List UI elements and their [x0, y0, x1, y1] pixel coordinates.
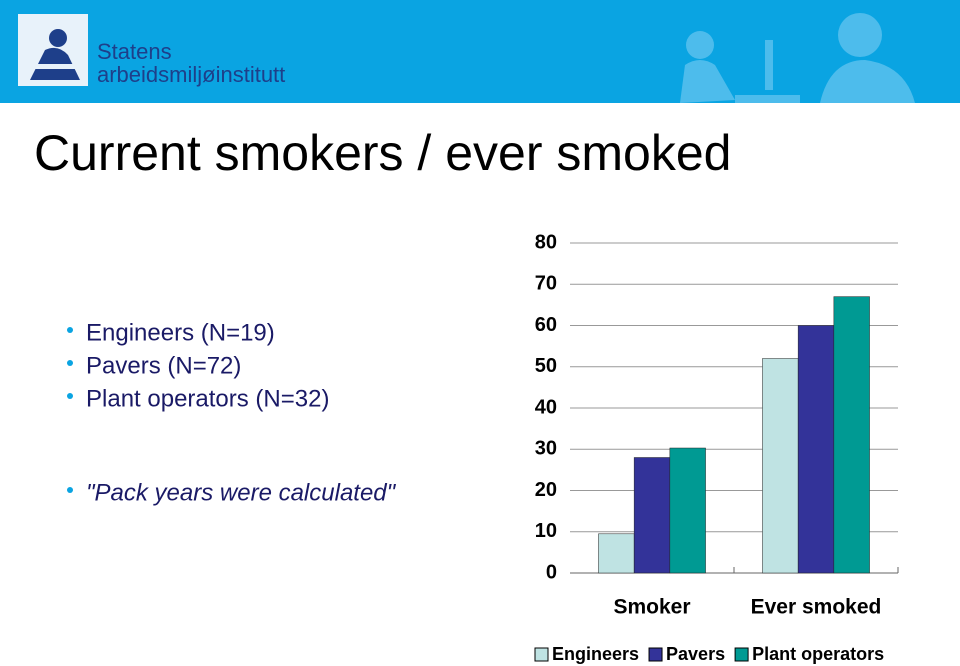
note-text: "Pack years were calculated" [86, 479, 397, 506]
legend-swatch [534, 647, 549, 662]
bullet-text: Plant operators (N=32) [86, 385, 329, 412]
bullet-dot [67, 487, 73, 493]
x-tick-label: Ever smoked [751, 596, 882, 619]
bar [598, 533, 635, 574]
y-tick-label: 0 [546, 561, 557, 583]
y-tick-label: 60 [535, 314, 557, 336]
y-tick-label: 10 [535, 520, 557, 542]
bullet-dot [67, 360, 73, 366]
bullet-text: Pavers (N=72) [86, 352, 241, 379]
legend-swatch [648, 647, 663, 662]
logo-text: Statens [97, 39, 172, 64]
header-figures [680, 13, 915, 103]
y-tick-label: 80 [535, 231, 557, 253]
x-tick-label: Smoker [613, 596, 690, 619]
y-tick-label: 30 [535, 438, 557, 460]
bar [797, 325, 835, 574]
legend-label: Engineers [552, 644, 639, 664]
legend-label: Pavers [666, 644, 725, 664]
bar [633, 457, 671, 574]
bullet-dot [67, 327, 73, 333]
y-tick-label: 50 [535, 355, 557, 377]
bar [833, 296, 870, 574]
logo-text: arbeidsmiljøinstitutt [97, 62, 285, 87]
bar [669, 447, 706, 574]
legend-label: Plant operators [752, 644, 884, 664]
bar [762, 358, 799, 574]
header-band [0, 0, 960, 103]
y-tick-label: 20 [535, 479, 557, 501]
bullet-dot [67, 393, 73, 399]
logo-figure [26, 29, 84, 80]
y-tick-label: 70 [535, 273, 557, 295]
legend-swatch [734, 647, 749, 662]
bullet-text: Engineers (N=19) [86, 319, 275, 346]
y-tick-label: 40 [535, 396, 557, 418]
slide-title: Current smokers / ever smoked [34, 125, 731, 181]
